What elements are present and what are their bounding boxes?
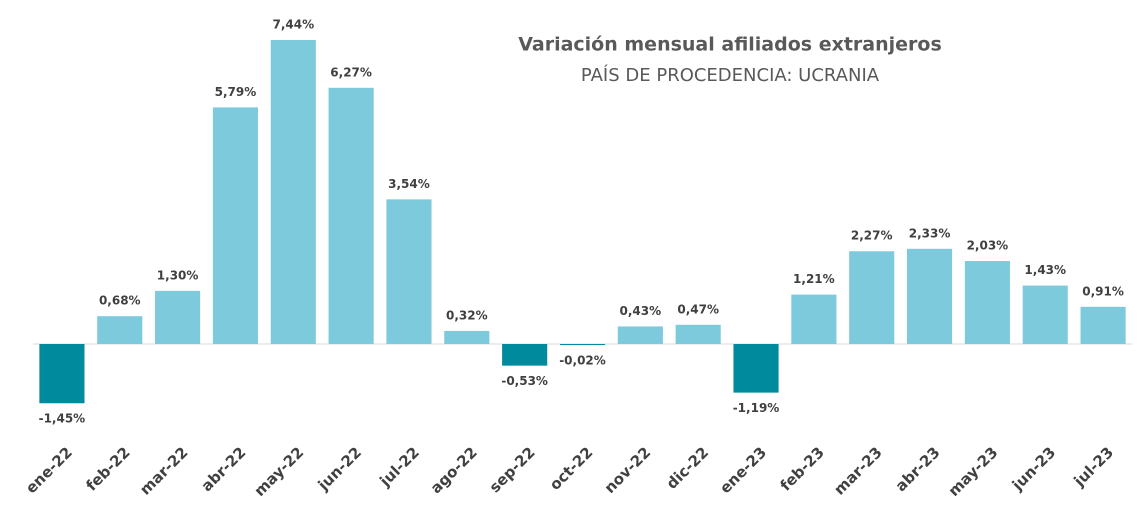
bar <box>1080 306 1126 344</box>
x-tick-label: abr-22 <box>198 443 250 495</box>
value-label: 0,91% <box>1082 284 1124 298</box>
value-label: 0,32% <box>446 308 488 322</box>
bar <box>502 344 548 366</box>
value-label: -0,53% <box>501 374 548 388</box>
value-label: 2,27% <box>851 229 893 243</box>
x-tick-label: ene-23 <box>716 443 770 497</box>
bar <box>849 251 895 344</box>
bar <box>155 290 201 344</box>
value-label: 2,33% <box>909 226 951 240</box>
value-label: 1,21% <box>793 272 835 286</box>
bar <box>791 294 837 344</box>
x-tick-label: jul-23 <box>1070 443 1117 490</box>
x-tick-label: may-23 <box>945 443 1002 500</box>
x-tick-label: may-22 <box>251 443 308 500</box>
x-tick-label: feb-23 <box>777 443 828 494</box>
x-tick-label: mar-22 <box>136 443 191 498</box>
x-tick-label: jun-23 <box>1008 443 1059 494</box>
x-tick-label: sep-22 <box>486 443 539 496</box>
x-tick-label: jul-22 <box>376 443 423 490</box>
x-tick-label: dic-22 <box>663 443 712 492</box>
value-label: 0,68% <box>99 294 141 308</box>
value-label: -1,19% <box>733 401 780 415</box>
bar <box>212 107 259 344</box>
x-tick-label: ene-22 <box>22 443 76 497</box>
value-label: 6,27% <box>330 65 372 79</box>
x-tick-label: oct-22 <box>546 443 597 494</box>
bar <box>97 316 143 344</box>
bar <box>964 261 1010 344</box>
value-label: 7,44% <box>272 18 314 32</box>
bar <box>270 40 316 344</box>
value-label: 0,47% <box>677 302 719 316</box>
value-label: 2,03% <box>967 239 1009 253</box>
x-tick-label: nov-22 <box>601 443 655 497</box>
bar <box>328 87 374 344</box>
bar <box>1022 285 1068 344</box>
bar <box>39 344 85 404</box>
chart-subtitle: PAÍS DE PROCEDENCIA: UCRANIA <box>581 64 880 86</box>
x-tick-label: mar-23 <box>830 443 885 498</box>
bar <box>675 324 721 344</box>
bar <box>559 344 606 345</box>
value-label: 3,54% <box>388 177 430 191</box>
bar <box>386 199 432 344</box>
x-tick-label: feb-22 <box>82 443 133 494</box>
value-label: 5,79% <box>215 85 257 99</box>
x-tick-label: abr-23 <box>892 443 944 495</box>
value-label: 0,43% <box>620 304 662 318</box>
value-label: -1,45% <box>39 412 86 426</box>
value-label: 1,43% <box>1024 263 1066 277</box>
bar <box>617 326 663 344</box>
bar <box>444 330 490 344</box>
value-label: 1,30% <box>157 268 199 282</box>
bar <box>733 344 779 393</box>
bar <box>906 248 953 344</box>
x-tick-label: ago-22 <box>427 443 481 497</box>
chart-title: Variación mensual afiliados extranjeros <box>518 34 942 56</box>
value-label: -0,02% <box>559 353 606 367</box>
x-tick-label: jun-22 <box>314 443 365 494</box>
